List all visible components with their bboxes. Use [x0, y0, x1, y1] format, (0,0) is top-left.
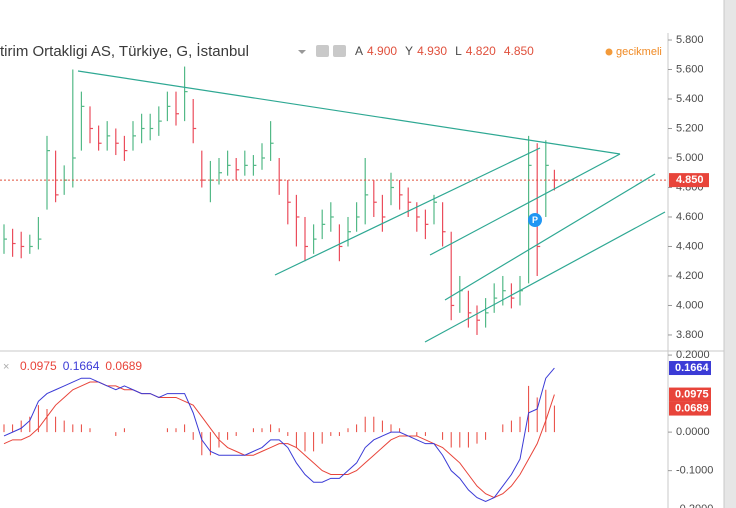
y-tick-label: 5.600: [676, 63, 704, 75]
legend-key: L: [455, 44, 462, 58]
y-tick-label: 4.000: [676, 299, 704, 311]
legend-value: 4.850: [504, 44, 534, 58]
y-tick-label: 0.0000: [676, 426, 710, 438]
close-icon[interactable]: ×: [3, 361, 9, 373]
ohlc-legend: A 4.900 Y 4.930 L 4.820 4.850: [355, 44, 534, 58]
y-tick-label: 5.800: [676, 34, 704, 46]
y-tick-label: 4.600: [676, 211, 704, 223]
trend-line[interactable]: [424, 211, 666, 343]
value-box: [669, 401, 711, 416]
y-tick-label: -0.1000: [676, 465, 713, 477]
price-pane: 3.8004.0004.2004.4004.6004.8005.0005.200…: [0, 34, 709, 341]
y-tick-label: 3.800: [676, 329, 704, 341]
y-tick-label: -0.2000: [676, 503, 713, 508]
legend-value: 0.0689: [105, 359, 142, 373]
status: gecikmeli: [616, 46, 662, 58]
legend-key: A: [355, 44, 363, 58]
last-price-label: 4.850: [676, 174, 704, 186]
value-box: [669, 361, 711, 376]
event-marker[interactable]: [528, 213, 542, 227]
y-tick-label: 5.400: [676, 93, 704, 105]
legend-value: 4.930: [417, 44, 447, 58]
value-box-label: 0.0975: [675, 388, 709, 400]
y-tick-label: 5.000: [676, 152, 704, 164]
trend-lines: [77, 70, 666, 343]
eye-icon[interactable]: [316, 45, 329, 57]
trend-line[interactable]: [77, 70, 621, 155]
value-box-label: 0.0689: [675, 402, 709, 414]
header-bg: [0, 0, 724, 33]
y-tick-label: 5.200: [676, 122, 704, 134]
y-tick-label: 4.200: [676, 270, 704, 282]
event-marker-label: P: [532, 215, 538, 225]
legend-value: 4.900: [367, 44, 397, 58]
settings-icon[interactable]: [333, 45, 346, 57]
trend-line[interactable]: [444, 173, 656, 301]
macd-legend: 0.0975 0.1664 0.0689: [20, 359, 142, 373]
last-price-box: [669, 173, 709, 188]
macd-line: [3, 381, 555, 499]
macd-pane: 0.20000.0000-0.1000-0.20000.16640.09750.…: [3, 349, 713, 508]
scroll-strip: [724, 0, 736, 508]
macd-line: [3, 367, 555, 502]
legend-value: 0.0975: [20, 359, 57, 373]
legend-key: Y: [405, 44, 413, 58]
y-tick-label: 0.2000: [676, 349, 710, 361]
value-box-label: 0.1664: [675, 362, 710, 374]
chart-title: tirim Ortakligi AS, Türkiye, G, İstanbul: [0, 42, 249, 60]
legend-value: 4.820: [466, 44, 496, 58]
dropdown[interactable]: [298, 50, 306, 54]
value-box: [669, 387, 711, 402]
status-dot: [605, 48, 613, 56]
trend-line[interactable]: [274, 147, 541, 276]
trend-line[interactable]: [429, 153, 621, 256]
y-tick-label: 4.400: [676, 240, 704, 252]
legend-value: 0.1664: [63, 359, 100, 373]
